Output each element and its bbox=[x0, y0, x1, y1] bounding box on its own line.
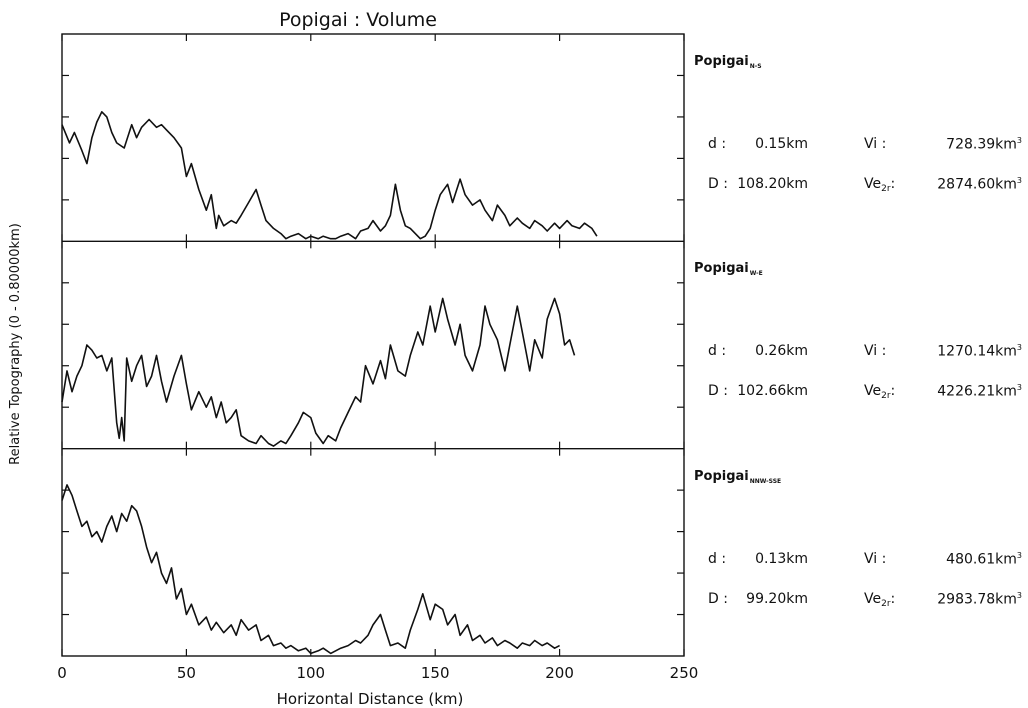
panel-name-text: Popigai bbox=[694, 54, 749, 69]
series-line-nnw-sse bbox=[61, 484, 560, 655]
depth-label: d : bbox=[708, 550, 727, 567]
ve-label: Ve2r: bbox=[864, 591, 895, 609]
panel-name-text: Popigai bbox=[694, 261, 749, 277]
diameter-label: D : bbox=[708, 590, 728, 607]
stats-row: d : 0.15km Vi : 728.39km3 bbox=[708, 136, 1024, 156]
vi-label: Vi : bbox=[864, 343, 887, 360]
ve-label-text: Ve bbox=[864, 176, 882, 192]
panel-name: PopigaiW-E bbox=[694, 261, 763, 277]
vi-number: 1270.14km bbox=[937, 343, 1017, 360]
ve-label: Ve2r: bbox=[864, 383, 895, 401]
diameter-label: D : bbox=[708, 176, 728, 192]
series-lines bbox=[61, 111, 598, 655]
panel-name-subscript: N-S bbox=[749, 63, 762, 70]
depth-value: 0.26km bbox=[755, 343, 808, 360]
vi-unit-exp: 3 bbox=[1016, 550, 1022, 560]
ve-unit-exp: 3 bbox=[1016, 383, 1022, 393]
vi-value: 1270.14km3 bbox=[902, 343, 1022, 360]
depth-value: 0.13km bbox=[755, 550, 808, 567]
ve-number: 4226.21km bbox=[937, 383, 1017, 400]
vi-number: 480.61km bbox=[946, 551, 1017, 568]
x-tick-label: 150 bbox=[421, 664, 450, 682]
ve-label-colon: : bbox=[890, 590, 896, 607]
stats-row: d : 0.13km Vi : 480.61km3 bbox=[708, 551, 1024, 571]
ve-unit-exp: 3 bbox=[1016, 590, 1022, 600]
diameter-label: D : bbox=[708, 383, 728, 400]
diameter-value: 102.66km bbox=[737, 383, 808, 400]
depth-label: d : bbox=[708, 136, 727, 152]
ve-label-text: Ve bbox=[864, 383, 882, 400]
stats-row: D :108.20km Ve2r: 2874.60km3 bbox=[708, 176, 1024, 196]
plot-border bbox=[61, 33, 685, 657]
panel-name: PopigaiNNW-SSE bbox=[694, 469, 781, 485]
vi-label: Vi : bbox=[864, 550, 887, 567]
vi-number: 728.39km bbox=[946, 136, 1017, 153]
ve-value: 4226.21km3 bbox=[902, 383, 1022, 400]
panel-name: PopigaiN-S bbox=[694, 54, 762, 70]
vi-label: Vi : bbox=[864, 136, 887, 152]
panel-name-subscript: W-E bbox=[749, 270, 763, 278]
panel-name-subscript: NNW-SSE bbox=[749, 477, 782, 485]
ve-label: Ve2r: bbox=[864, 176, 895, 194]
vi-value: 480.61km3 bbox=[902, 551, 1022, 568]
ve-label-sub: 2r bbox=[881, 184, 891, 194]
stats-block: PopigaiNNW-SSE d :0.13km Vi :480.61km3 D :9… bbox=[694, 449, 1024, 656]
x-tick-label: 250 bbox=[670, 664, 699, 682]
stats-row: D :102.66km Ve2r: 4226.21km3 bbox=[708, 383, 1024, 403]
ve-label-colon: : bbox=[890, 383, 896, 400]
ve-value: 2874.60km3 bbox=[902, 176, 1022, 193]
series-line-w-e bbox=[61, 297, 576, 447]
diameter-value: 99.20km bbox=[746, 590, 808, 607]
y-axis-label: Relative Topography (0 - 0.80000km) bbox=[8, 223, 23, 465]
plot-frame bbox=[61, 33, 685, 657]
x-axis-label: Horizontal Distance (km) bbox=[277, 690, 464, 708]
series-line-n-s bbox=[61, 111, 598, 240]
vi-unit-exp: 3 bbox=[1016, 343, 1022, 353]
x-tick-label: 200 bbox=[545, 664, 574, 682]
stats-block: PopigaiN-S d :0.15km Vi :728.39km3 D :108.2… bbox=[694, 34, 1024, 241]
ve-label-colon: : bbox=[890, 176, 896, 192]
ve-value: 2983.78km3 bbox=[902, 591, 1022, 608]
ve-unit-exp: 3 bbox=[1016, 176, 1022, 185]
x-tick-label: 100 bbox=[296, 664, 325, 682]
vi-unit-exp: 3 bbox=[1016, 136, 1022, 145]
depth-label: d : bbox=[708, 343, 727, 360]
ve-number: 2983.78km bbox=[937, 591, 1017, 608]
stats-row: D :99.20km Ve2r: 2983.78km3 bbox=[708, 591, 1024, 611]
ve-label-sub: 2r bbox=[881, 598, 891, 609]
diameter-value: 108.20km bbox=[737, 176, 808, 192]
depth-value: 0.15km bbox=[755, 136, 808, 152]
ve-number: 2874.60km bbox=[937, 176, 1017, 193]
chart-title: Popigai : Volume bbox=[279, 9, 437, 31]
stats-block: PopigaiW-E d :0.26km Vi :1270.14km3 D :102.… bbox=[694, 241, 1024, 448]
vi-value: 728.39km3 bbox=[902, 136, 1022, 153]
panel-name-text: Popigai bbox=[694, 468, 749, 484]
axis-ticks: 0 50 100 150 200 250 bbox=[57, 34, 698, 682]
stats-row: d : 0.26km Vi : 1270.14km3 bbox=[708, 343, 1024, 363]
x-tick-label: 0 bbox=[57, 664, 67, 682]
ve-label-sub: 2r bbox=[881, 391, 891, 402]
ve-label-text: Ve bbox=[864, 590, 882, 607]
x-tick-label: 50 bbox=[177, 664, 196, 682]
